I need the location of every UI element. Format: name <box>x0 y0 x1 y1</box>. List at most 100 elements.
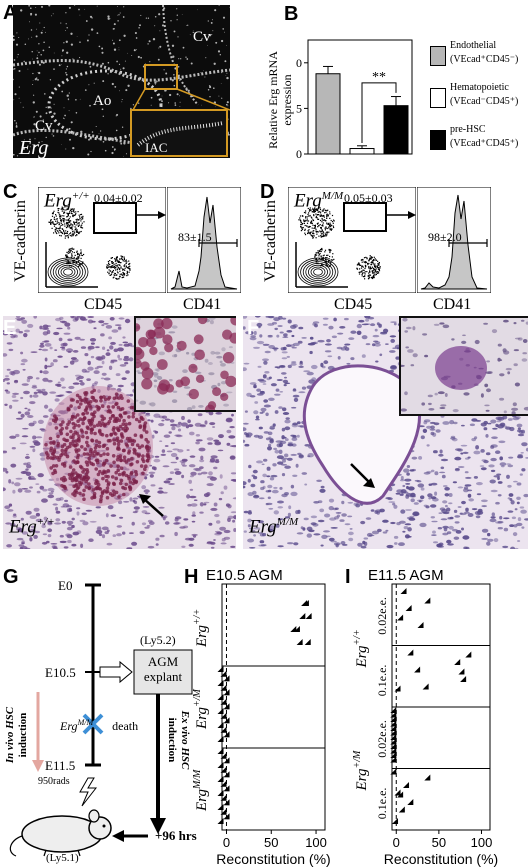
panel-d-genotype-base: Erg <box>294 190 322 212</box>
i-point <box>390 738 397 745</box>
i-point <box>392 818 399 825</box>
h-point <box>223 675 230 682</box>
g-invivo: In vivo HSC induction <box>4 680 30 790</box>
i-point <box>407 649 414 656</box>
b-significance-bracket <box>361 82 397 144</box>
b-bar <box>315 73 341 155</box>
panel-label-h: H <box>184 566 199 588</box>
i-row-label: 0.1e.e. <box>375 665 389 697</box>
panel-d-genotype: ErgM/M <box>294 190 343 212</box>
label-ao: Ao <box>93 93 112 109</box>
b-ytick: 0.5 <box>296 101 302 115</box>
h-point <box>217 694 224 701</box>
label-erg-gene: Erg <box>19 137 49 158</box>
h-point <box>305 613 312 620</box>
h-point <box>217 804 224 811</box>
h-point <box>223 757 230 764</box>
g-e115: E11.5 <box>45 758 76 773</box>
panel-d-histogram <box>417 187 491 293</box>
panel-a-micrograph: Cv Cv Ao IAC Erg <box>13 5 230 158</box>
h-point <box>220 766 227 773</box>
i-xtick: 0 <box>393 835 400 850</box>
h-point <box>223 703 230 710</box>
i-point <box>460 676 467 683</box>
g-e0: E0 <box>58 578 73 593</box>
g-death-sup: M/M <box>77 718 94 727</box>
h-point <box>217 790 224 797</box>
irradiation-icon <box>79 777 98 807</box>
panel-f-genotype-sup: M/M <box>276 516 299 528</box>
h-row-label: Erg+/M <box>192 689 210 730</box>
i-point <box>397 791 404 798</box>
panel-label-f: F <box>247 317 260 339</box>
panel-d-flow-plot <box>288 187 416 293</box>
g-explant: explant <box>143 669 183 684</box>
i-group-label: Erg+/+ <box>352 629 370 668</box>
label-cv-top: Cv <box>193 29 211 45</box>
panel-d-xlabel-cd45: CD45 <box>334 296 373 313</box>
label-cv-left: Cv <box>35 118 53 134</box>
b-bar <box>383 105 409 155</box>
h-point <box>220 698 227 705</box>
panel-label-g: G <box>3 566 19 588</box>
i-point <box>417 622 424 629</box>
g-death: ErgM/M death <box>60 718 138 734</box>
panel-label-i: I <box>345 566 351 588</box>
g-death-base: Erg <box>60 719 78 733</box>
panel-i-title: E11.5 AGM <box>368 567 444 584</box>
i-xlabel: Reconstitution (%) <box>384 851 498 867</box>
i-point <box>390 729 397 736</box>
mouse-icon <box>9 809 112 857</box>
panel-b-ylabel-line1: Relative Erg mRNA <box>266 51 280 149</box>
panel-d-hist-value: 98±2.0 <box>428 230 462 244</box>
h-point <box>304 639 311 646</box>
g-rads: 950rads <box>38 776 70 787</box>
h-point <box>217 776 224 783</box>
b-significance: ** <box>372 70 386 85</box>
h-point <box>217 748 224 755</box>
b-legend-sub: (VEcad⁺CD45⁺) <box>450 138 519 149</box>
g-death-text: death <box>112 719 139 733</box>
b-legend-sub: (VEcad⁺CD45⁻) <box>450 54 519 65</box>
panel-label-c: C <box>3 181 18 203</box>
panel-b-legend: Endothelial (VEcad⁺CD45⁻) Hematopoietic (VE… <box>430 40 530 160</box>
histogram-area <box>420 194 488 290</box>
h-point <box>220 684 227 691</box>
i-point <box>397 614 404 621</box>
panel-f-genotype-base: Erg <box>249 516 277 538</box>
panel-f-arrow-icon <box>350 463 375 488</box>
g-invivo-line2: induction <box>17 712 29 758</box>
h-point <box>217 818 224 825</box>
i-point <box>390 734 397 741</box>
b-legend-swatch <box>430 46 446 66</box>
h-point <box>223 689 230 696</box>
i-point <box>390 716 397 723</box>
h-point <box>223 771 230 778</box>
panel-c-genotype: Erg+/+ <box>44 190 90 212</box>
panel-c-xlabel-cd41: CD41 <box>183 296 222 313</box>
g-invivo-line1: In vivo HSC <box>4 706 16 764</box>
i-point <box>390 768 397 775</box>
g-hrs: +96 hrs <box>155 828 197 843</box>
vessel-lumen <box>302 364 422 505</box>
h-point <box>223 731 230 738</box>
h-row-label: ErgM/M <box>192 769 210 812</box>
h-xtick: 0 <box>223 835 230 850</box>
panel-d-ylabel: VE-cadherin <box>262 200 279 282</box>
g-agm-box-text: AGM explant <box>134 654 192 684</box>
h-row-label: Erg+/+ <box>192 609 210 648</box>
panel-e-genotype: Erg+/+ <box>9 516 55 538</box>
panel-f-histology: ErgM/M <box>243 316 528 549</box>
i-xtick: 50 <box>432 835 446 850</box>
i-point <box>405 605 412 612</box>
arrow-icon <box>408 211 416 219</box>
h-point <box>290 626 297 633</box>
h-point <box>220 808 227 815</box>
panel-label-d: D <box>260 181 275 203</box>
i-point <box>465 651 472 658</box>
i-point <box>454 659 461 666</box>
panel-b-chart: 0.0 0.5 1.0 ** <box>296 39 413 161</box>
i-point <box>400 588 407 595</box>
h-point <box>217 666 224 673</box>
panel-d-gate-value: 0.05±0.03 <box>344 191 393 205</box>
